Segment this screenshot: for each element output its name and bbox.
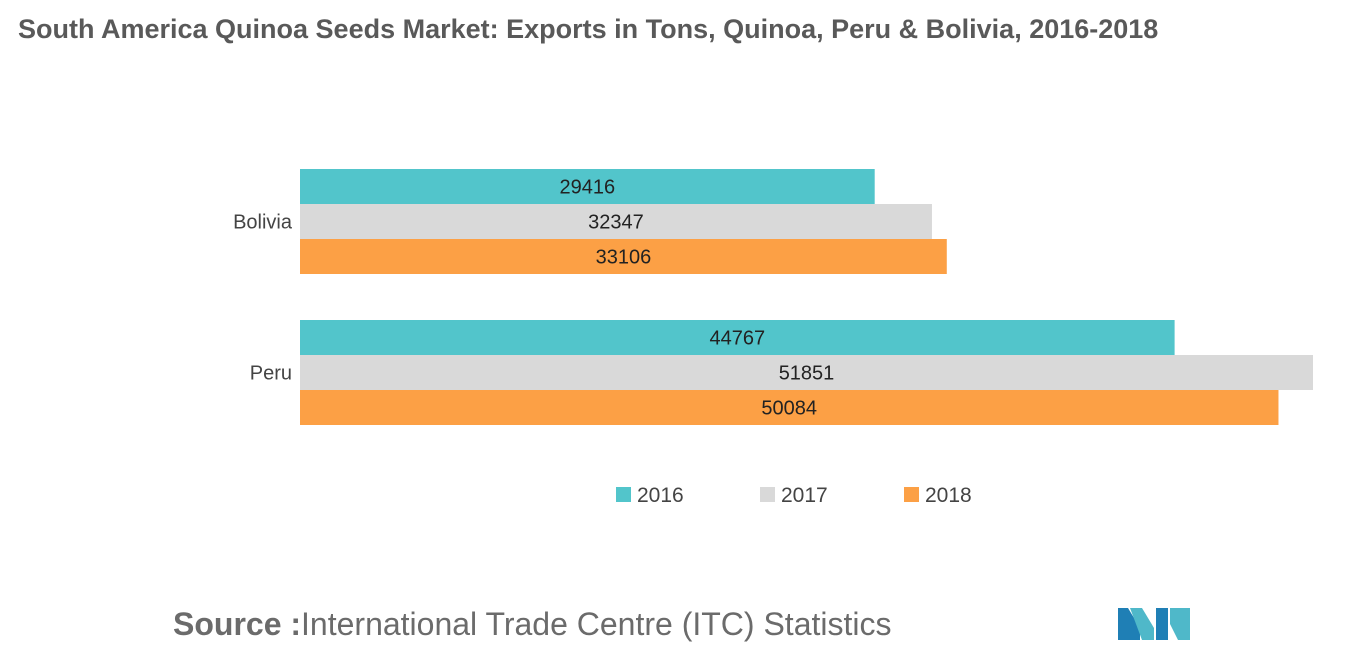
bar-chart: 29416 32347 33106 Bolivia 44767 51851 50084 Per…	[233, 169, 1313, 507]
bar-bolivia-2017	[300, 204, 932, 239]
legend-label-2016: 2016	[637, 484, 684, 507]
data-label-bolivia-2018: 33106	[596, 247, 652, 269]
bar-peru-2017	[300, 355, 1313, 390]
bar-bolivia-2016	[300, 169, 875, 204]
source-label: Source :	[173, 606, 302, 642]
bar-peru-2016	[300, 320, 1175, 355]
data-label-bolivia-2016: 29416	[560, 177, 616, 199]
data-label-peru-2016: 44767	[709, 328, 765, 350]
data-label-bolivia-2017: 32347	[588, 212, 644, 234]
legend-label-2017: 2017	[781, 484, 828, 507]
category-label-bolivia: Bolivia	[233, 212, 293, 234]
category-label-peru: Peru	[250, 363, 292, 385]
bar-bolivia-2018	[300, 239, 947, 274]
legend-swatch-2017	[760, 487, 775, 502]
legend-swatch-2018	[904, 487, 919, 502]
bar-peru-2018	[300, 390, 1279, 425]
chart-title: South America Quinoa Seeds Market: Expor…	[18, 14, 1159, 44]
source-text: International Trade Centre (ITC) Statist…	[301, 606, 892, 642]
legend-label-2018: 2018	[925, 484, 972, 507]
data-label-peru-2017: 51851	[779, 363, 835, 385]
source-note: Source :International Trade Centre (ITC)…	[173, 606, 891, 643]
legend-swatch-2016	[616, 487, 631, 502]
mordor-intelligence-logo-icon	[1118, 608, 1190, 640]
data-label-peru-2018: 50084	[761, 398, 817, 420]
